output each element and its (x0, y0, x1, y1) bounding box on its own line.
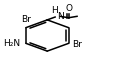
Text: H: H (51, 6, 58, 15)
Text: N: N (57, 12, 64, 21)
Text: Br: Br (21, 15, 31, 24)
Text: Br: Br (72, 40, 82, 48)
Text: H₂N: H₂N (3, 39, 20, 48)
Text: O: O (66, 4, 73, 13)
